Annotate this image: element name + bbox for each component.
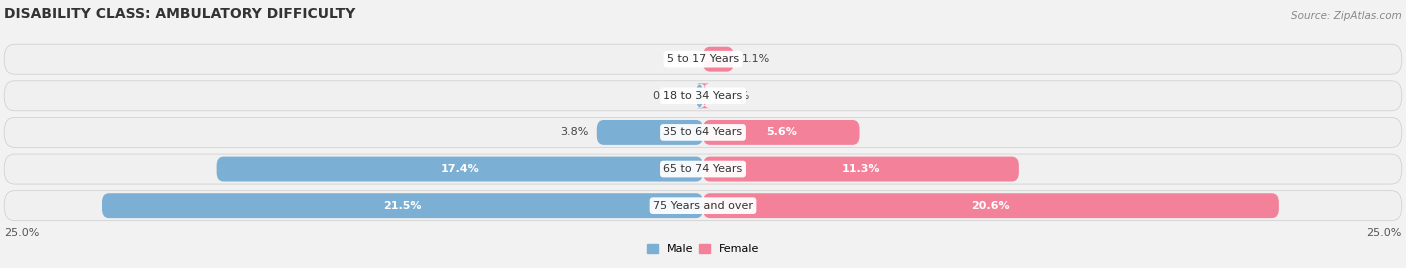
FancyBboxPatch shape (696, 83, 703, 108)
FancyBboxPatch shape (4, 81, 1402, 111)
FancyBboxPatch shape (703, 157, 1019, 181)
FancyBboxPatch shape (703, 120, 859, 145)
FancyBboxPatch shape (703, 193, 1279, 218)
FancyBboxPatch shape (699, 83, 710, 108)
FancyBboxPatch shape (703, 47, 734, 72)
Text: 0.11%: 0.11% (714, 91, 749, 101)
Text: Source: ZipAtlas.com: Source: ZipAtlas.com (1291, 11, 1402, 21)
FancyBboxPatch shape (217, 157, 703, 181)
Text: 5 to 17 Years: 5 to 17 Years (666, 54, 740, 64)
FancyBboxPatch shape (4, 117, 1402, 147)
Text: 18 to 34 Years: 18 to 34 Years (664, 91, 742, 101)
FancyBboxPatch shape (103, 193, 703, 218)
Text: 65 to 74 Years: 65 to 74 Years (664, 164, 742, 174)
Text: DISABILITY CLASS: AMBULATORY DIFFICULTY: DISABILITY CLASS: AMBULATORY DIFFICULTY (4, 7, 356, 21)
Text: 11.3%: 11.3% (842, 164, 880, 174)
Text: 1.1%: 1.1% (742, 54, 770, 64)
FancyBboxPatch shape (4, 44, 1402, 74)
Text: 25.0%: 25.0% (1367, 228, 1402, 238)
Text: 3.8%: 3.8% (560, 127, 588, 137)
Text: 17.4%: 17.4% (440, 164, 479, 174)
Legend: Male, Female: Male, Female (643, 240, 763, 259)
Text: 21.5%: 21.5% (384, 201, 422, 211)
FancyBboxPatch shape (4, 191, 1402, 221)
FancyBboxPatch shape (4, 154, 1402, 184)
Text: 0.25%: 0.25% (652, 91, 688, 101)
FancyBboxPatch shape (596, 120, 703, 145)
Text: 5.6%: 5.6% (766, 127, 797, 137)
Text: 20.6%: 20.6% (972, 201, 1011, 211)
Text: 0.0%: 0.0% (666, 54, 695, 64)
Text: 75 Years and over: 75 Years and over (652, 201, 754, 211)
Text: 35 to 64 Years: 35 to 64 Years (664, 127, 742, 137)
Text: 25.0%: 25.0% (4, 228, 39, 238)
